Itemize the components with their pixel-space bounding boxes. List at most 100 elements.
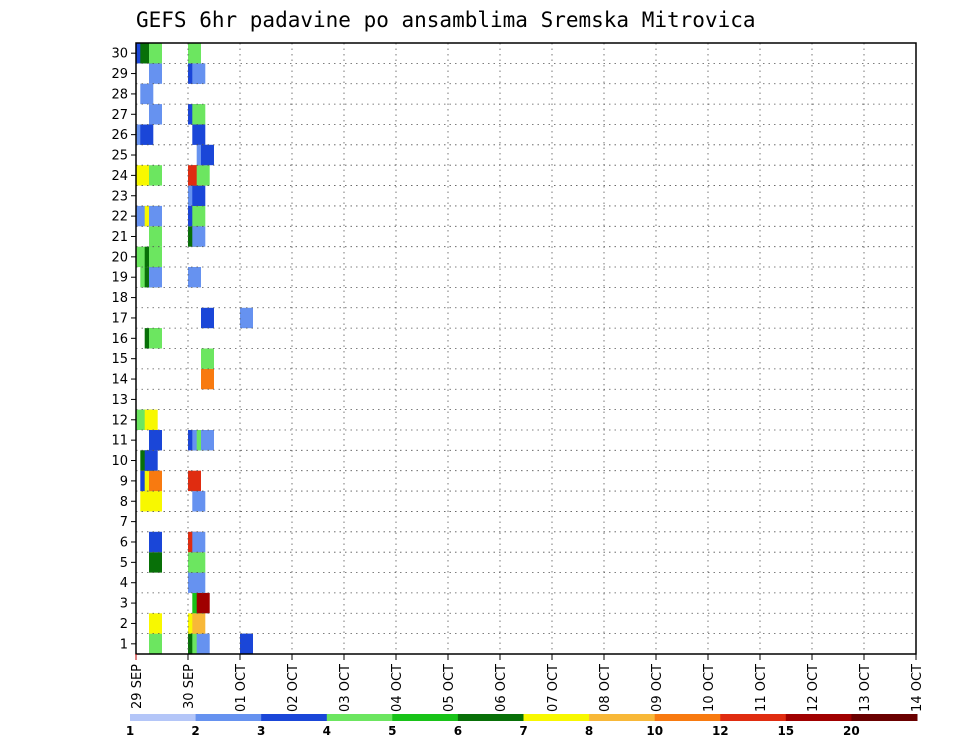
y-tick-label: 10 (111, 454, 128, 469)
precip-cell (149, 205, 162, 227)
y-tick-label: 14 (111, 373, 128, 388)
y-tick-label: 22 (111, 210, 128, 225)
colorbar-swatch (392, 714, 459, 721)
colorbar-swatch (130, 714, 197, 721)
plot-frame (135, 42, 917, 655)
colorbar-label: 15 (777, 724, 794, 738)
precip-cell (201, 144, 214, 166)
x-tick-label: 13 OCT (858, 664, 873, 712)
precip-cell (192, 613, 206, 634)
precip-cell (192, 185, 206, 206)
x-tick-label: 04 OCT (390, 664, 405, 712)
precip-cell (144, 450, 158, 471)
y-tick-label: 23 (111, 189, 128, 204)
colorbar-label: 1 (126, 724, 134, 738)
precip-cell (201, 348, 214, 369)
precip-cell (240, 307, 253, 329)
x-tick-label: 12 OCT (806, 664, 821, 712)
colorbar-label: 5 (388, 724, 396, 738)
precip-cell (149, 613, 162, 634)
y-tick-label: 3 (120, 597, 128, 612)
y-tick-label: 25 (111, 149, 128, 164)
precip-cell (240, 633, 253, 654)
colorbar-label: 2 (191, 724, 199, 738)
precip-cell (192, 491, 206, 512)
colorbar-label: 20 (843, 724, 860, 738)
precip-cell (149, 104, 162, 125)
x-tick-label: 03 OCT (338, 664, 353, 712)
precip-cell (149, 470, 162, 492)
y-tick-label: 30 (111, 47, 128, 62)
y-tick-label: 27 (111, 108, 128, 123)
y-tick-label: 2 (120, 617, 128, 632)
y-tick-label: 9 (120, 474, 128, 489)
colorbar-swatch (326, 714, 393, 721)
colorbar-label: 3 (257, 724, 265, 738)
precip-cell (149, 531, 162, 553)
y-tick-label: 19 (111, 271, 128, 286)
colorbar-swatch (457, 714, 524, 721)
x-tick-label: 11 OCT (754, 664, 769, 712)
precip-cell (192, 226, 206, 247)
x-tick-label: 10 OCT (702, 664, 717, 712)
precip-cell (140, 124, 154, 145)
precip-cell (149, 165, 162, 186)
precip-cell (192, 531, 206, 553)
precip-cell (149, 328, 162, 349)
precip-cell (188, 43, 201, 64)
precip-cell (192, 104, 206, 125)
colorbar-swatch (654, 714, 721, 721)
chart-title: GEFS 6hr padavine po ansamblima Sremska … (136, 8, 756, 32)
colorbar-swatch (523, 714, 590, 721)
colorbar-swatch (851, 714, 918, 721)
y-tick-label: 28 (111, 87, 128, 102)
y-tick-label: 18 (111, 291, 128, 306)
precip-cell (192, 205, 206, 227)
y-tick-label: 4 (120, 576, 128, 591)
precip-cell (136, 165, 149, 186)
y-tick-label: 1 (120, 637, 128, 652)
precip-cell (149, 43, 162, 64)
precip-cell (144, 409, 158, 430)
y-tick-label: 26 (111, 128, 128, 143)
colorbar-label: 7 (519, 724, 527, 738)
precip-cell (149, 491, 162, 512)
x-tick-label: 09 OCT (650, 664, 665, 712)
precip-cell (192, 552, 206, 573)
precip-cell (196, 633, 210, 654)
precip-cell (149, 267, 162, 288)
x-tick-label: 14 OCT (910, 664, 925, 712)
x-tick-label: 08 OCT (598, 664, 613, 712)
precip-cell (201, 307, 214, 329)
x-tick-label: 30 SEP (182, 664, 197, 709)
x-tick-label: 06 OCT (494, 664, 509, 712)
y-tick-label: 8 (120, 495, 128, 510)
colorbar-label: 6 (454, 724, 462, 738)
colorbar-label: 12 (712, 724, 729, 738)
colorbar-swatch (261, 714, 328, 721)
y-tick-label: 6 (120, 535, 128, 550)
precip-cell (188, 267, 201, 288)
x-tick-label: 02 OCT (286, 664, 301, 712)
precip-cell (192, 63, 206, 84)
colorbar-label: 8 (585, 724, 593, 738)
precip-cell (201, 430, 214, 451)
y-tick-label: 20 (111, 250, 128, 265)
y-tick-label: 24 (111, 169, 128, 184)
precip-cell (201, 368, 214, 390)
x-tick-label: 05 OCT (442, 664, 457, 712)
y-tick-label: 21 (111, 230, 128, 245)
colorbar-label: 10 (646, 724, 663, 738)
y-tick-label: 29 (111, 67, 128, 82)
precip-cell (192, 124, 206, 145)
x-tick-label: 07 OCT (546, 664, 561, 712)
precip-cell (140, 83, 154, 105)
y-tick-label: 15 (111, 352, 128, 367)
precip-cell (149, 430, 162, 451)
y-tick-label: 12 (111, 413, 128, 428)
y-tick-label: 13 (111, 393, 128, 408)
y-tick-label: 17 (111, 311, 128, 326)
y-tick-label: 11 (111, 434, 128, 449)
y-tick-label: 5 (120, 556, 128, 571)
